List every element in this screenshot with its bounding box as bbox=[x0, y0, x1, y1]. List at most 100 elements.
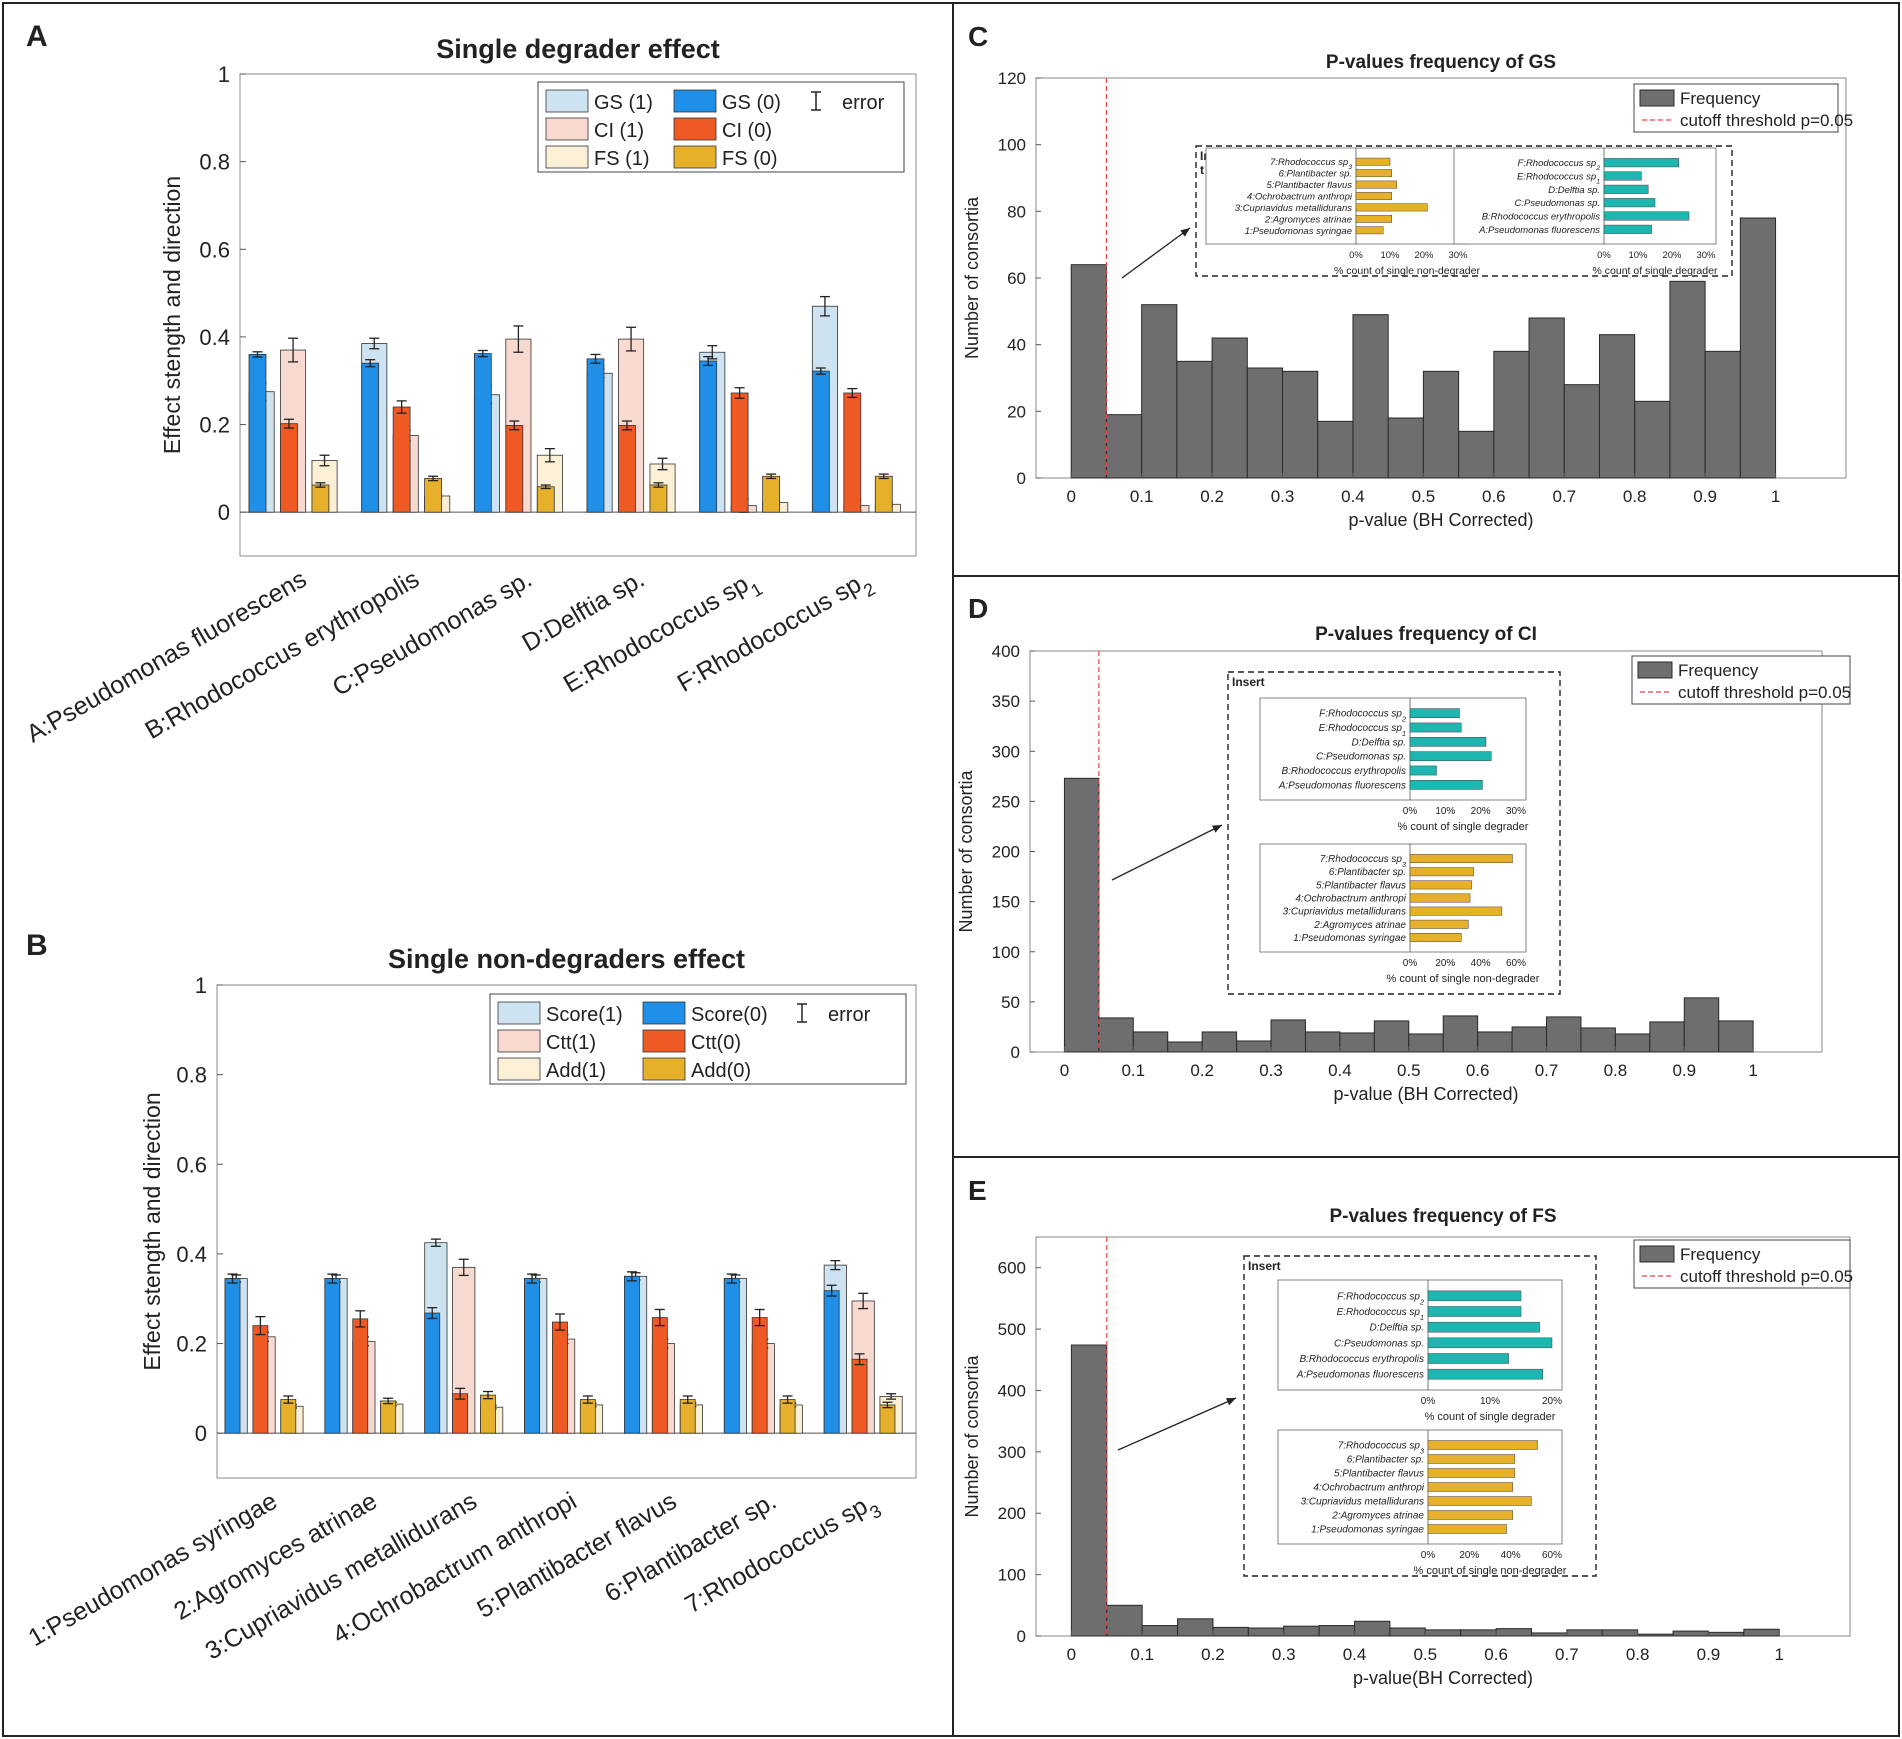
inset-bar-C bbox=[1603, 184, 1649, 194]
hist-bar-E bbox=[1743, 1628, 1780, 1637]
bar-B-5-1 bbox=[723, 1278, 740, 1434]
inset-bar-D bbox=[1409, 708, 1460, 719]
inset-x-tick-E: 0% bbox=[1421, 1550, 1436, 1561]
legend-swatch-A bbox=[545, 117, 589, 141]
legend-swatch-A bbox=[673, 145, 717, 169]
y-tick-label-B: 1 bbox=[195, 973, 207, 998]
legend-error-label-B: error bbox=[828, 1004, 871, 1026]
inset-x-tick-C: 30% bbox=[1696, 250, 1716, 261]
chart-E: E P-values frequency of FS 0 100 200 300 400 50… bbox=[962, 1175, 1853, 1688]
inset-bar-label-D-sub: 2 bbox=[1401, 714, 1406, 723]
y-tick-label-B: 0.6 bbox=[176, 1152, 207, 1177]
inset-x-tick-C: 20% bbox=[1662, 250, 1682, 261]
x-tick-label-D: 1 bbox=[1748, 1061, 1757, 1080]
legend-swatch-A bbox=[545, 89, 589, 113]
inset-bar-D bbox=[1409, 932, 1462, 942]
hist-bar-D bbox=[1546, 1016, 1582, 1053]
inset-bar-label-E-sub: 2 bbox=[1419, 1297, 1424, 1306]
bar-A-2-1 bbox=[473, 353, 492, 513]
hist-bar-C bbox=[1634, 400, 1671, 479]
inset-bar-label-D-main: 5:Plantibacter flavus bbox=[1316, 880, 1406, 891]
inset-title-D: Insert bbox=[1232, 675, 1265, 689]
x-tick-label-D: 0.6 bbox=[1466, 1061, 1490, 1080]
bar-A-2-5 bbox=[536, 486, 555, 513]
inset-bar-label-D-sub: 1 bbox=[1402, 729, 1406, 738]
inset-bar-label-D-main: A:Pseudomonas fluorescens bbox=[1278, 780, 1406, 791]
legend-swatch-B bbox=[497, 1001, 541, 1025]
inset-bar-label-D: A:Pseudomonas fluorescens bbox=[1278, 780, 1406, 791]
inset-bar-label-E: 1:Pseudomonas syringae bbox=[1311, 1525, 1424, 1536]
x-tick-label-C: 0 bbox=[1066, 487, 1075, 506]
x-tick-label-C: 0.7 bbox=[1552, 487, 1576, 506]
inset-x-tick-E: 10% bbox=[1480, 1396, 1500, 1407]
inset-bar-label-D: E:Rhodococcus sp1 bbox=[1319, 723, 1406, 738]
x-tick-label-E: 0.9 bbox=[1697, 1645, 1721, 1664]
panel-letter-C: C bbox=[968, 21, 988, 52]
chart-B: B Single non-degraders effect 0 0.2 0.4 0.6 0.… bbox=[24, 929, 917, 1665]
inset-bar-C bbox=[1355, 180, 1398, 189]
inset-bar-D bbox=[1409, 867, 1474, 877]
inset-bar-E bbox=[1427, 1337, 1553, 1349]
inset-bar-label-E-sub: 1 bbox=[1420, 1313, 1424, 1322]
bar-B-5-5 bbox=[779, 1399, 796, 1434]
inset-bar-C bbox=[1603, 171, 1642, 181]
legend-label-A: FS (1) bbox=[594, 148, 650, 170]
inset-bar-D bbox=[1409, 751, 1492, 762]
x-tick-label-D: 0.5 bbox=[1397, 1061, 1421, 1080]
x-tick-label-E: 0.8 bbox=[1626, 1645, 1650, 1664]
y-tick-label-D: 300 bbox=[992, 742, 1020, 761]
legend-label-B: Add(0) bbox=[691, 1060, 751, 1082]
inset-bar-E bbox=[1427, 1510, 1513, 1520]
hist-bar-C bbox=[1739, 217, 1777, 479]
bar-B-6-5 bbox=[879, 1404, 896, 1434]
inset-x-tick-C: 10% bbox=[1380, 250, 1400, 261]
legend-label-B: Score(0) bbox=[691, 1004, 768, 1026]
x-tick-label-E: 0.7 bbox=[1555, 1645, 1579, 1664]
y-tick-label-D: 200 bbox=[992, 843, 1020, 862]
hist-bar-D bbox=[1614, 1033, 1651, 1053]
inset-bar-label-C: F:Rhodococcus sp2 bbox=[1518, 158, 1601, 172]
bar-B-2-1 bbox=[424, 1312, 441, 1434]
x-tick-label-C: 0.8 bbox=[1623, 487, 1647, 506]
x-axis-label-D: p-value (BH Corrected) bbox=[1333, 1084, 1518, 1104]
inset-x-tick-D: 10% bbox=[1435, 806, 1455, 817]
legend-label-B: Ctt(1) bbox=[546, 1032, 596, 1054]
inset-bar-E bbox=[1427, 1524, 1507, 1534]
y-tick-label-E: 200 bbox=[998, 1504, 1026, 1523]
inset-bar-label-E: E:Rhodococcus sp1 bbox=[1337, 1307, 1424, 1322]
legend-swatch-C bbox=[1639, 89, 1675, 107]
y-tick-label-D: 150 bbox=[992, 893, 1020, 912]
x-tick-label-D: 0.9 bbox=[1672, 1061, 1696, 1080]
bar-A-4-1 bbox=[699, 360, 718, 513]
y-tick-label-C: 80 bbox=[1007, 202, 1026, 221]
x-category-label-A-main: F:Rhodococcus sp bbox=[673, 570, 866, 698]
y-axis-label-D: Number of consortia bbox=[956, 769, 976, 932]
inset-bar-C bbox=[1603, 211, 1690, 221]
inset-bar-label-E: 7:Rhodococcus sp3 bbox=[1338, 1441, 1424, 1456]
legend-label-A: GS (1) bbox=[594, 92, 653, 114]
inset-bar-label-D: D:Delftia sp. bbox=[1352, 737, 1406, 748]
x-tick-label-E: 0.5 bbox=[1413, 1645, 1437, 1664]
y-tick-label-E: 600 bbox=[998, 1259, 1026, 1278]
inset-x-tick-E: 60% bbox=[1542, 1550, 1562, 1561]
hist-bar-C bbox=[1422, 370, 1460, 479]
bar-B-3-3 bbox=[552, 1321, 568, 1434]
inset-bar-D bbox=[1409, 906, 1503, 916]
x-tick-label-D: 0 bbox=[1060, 1061, 1069, 1080]
inset-x-tick-C: 10% bbox=[1628, 250, 1648, 261]
chart-A: A Single degrader effect 0 0.2 0.4 0.6 0.8 1 Eff… bbox=[22, 20, 917, 748]
legend-swatch-D bbox=[1637, 661, 1673, 679]
legend-label-C: Frequency bbox=[1680, 89, 1761, 108]
inset-bar-label-D-main: 2:Agromyces atrinae bbox=[1313, 920, 1406, 931]
legend-label-C: cutoff threshold p=0.05 bbox=[1680, 111, 1853, 130]
inset-bar-label-C-main: C:Pseudomonas sp. bbox=[1514, 198, 1600, 209]
hist-bar-E bbox=[1283, 1625, 1320, 1637]
hist-bar-D bbox=[1373, 1020, 1410, 1053]
legend-label-E: Frequency bbox=[1680, 1245, 1761, 1264]
x-category-label-A-main: E:Rhodococcus sp bbox=[559, 570, 754, 698]
inset-bar-label-D-main: F:Rhodococcus sp bbox=[1319, 709, 1402, 720]
hist-bar-E bbox=[1601, 1629, 1639, 1637]
inset-bar-E bbox=[1427, 1353, 1509, 1364]
bar-B-5-3 bbox=[751, 1317, 768, 1434]
bar-A-4-5 bbox=[762, 475, 780, 513]
